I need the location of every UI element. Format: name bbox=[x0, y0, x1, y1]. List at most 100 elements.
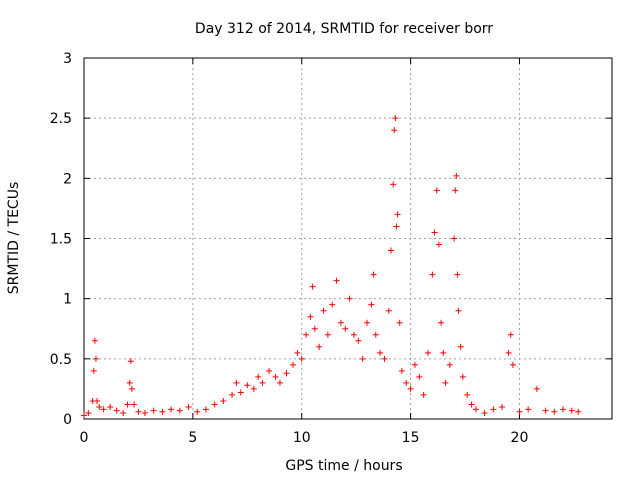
data-point bbox=[516, 408, 523, 415]
data-point bbox=[505, 349, 512, 356]
data-point bbox=[316, 343, 323, 350]
y-tick-label: 2.5 bbox=[50, 111, 72, 127]
data-point bbox=[350, 331, 357, 338]
data-point bbox=[85, 409, 92, 416]
data-point bbox=[346, 295, 353, 302]
data-point bbox=[451, 235, 458, 242]
data-point bbox=[311, 325, 318, 332]
data-point bbox=[472, 406, 479, 413]
data-point bbox=[568, 407, 575, 414]
x-tick-label: 5 bbox=[188, 430, 197, 446]
data-point bbox=[250, 385, 257, 392]
x-tick-label: 20 bbox=[511, 430, 529, 446]
data-point bbox=[359, 355, 366, 362]
data-point bbox=[92, 355, 99, 362]
y-axis: 0 0.5 1 1.5 2 2.5 3 bbox=[50, 51, 612, 428]
data-point bbox=[255, 373, 262, 380]
x-tick-label: 15 bbox=[402, 430, 420, 446]
data-point bbox=[307, 313, 314, 320]
data-point bbox=[442, 379, 449, 386]
data-point bbox=[411, 361, 418, 368]
data-point bbox=[185, 403, 192, 410]
data-point bbox=[385, 307, 392, 314]
data-point bbox=[407, 385, 414, 392]
data-point bbox=[355, 337, 362, 344]
data-point bbox=[431, 229, 438, 236]
data-point bbox=[294, 349, 301, 356]
x-axis-label: GPS time / hours bbox=[285, 458, 402, 474]
data-point bbox=[131, 401, 138, 408]
data-point bbox=[453, 172, 460, 179]
data-point bbox=[290, 361, 297, 368]
data-point bbox=[303, 331, 310, 338]
data-point bbox=[425, 349, 432, 356]
data-point bbox=[429, 271, 436, 278]
data-point bbox=[120, 409, 127, 416]
y-tick-label: 2 bbox=[63, 171, 72, 187]
data-point bbox=[283, 370, 290, 377]
data-point bbox=[446, 361, 453, 368]
x-tick-label: 10 bbox=[293, 430, 311, 446]
grid bbox=[84, 58, 612, 419]
data-point bbox=[159, 408, 166, 415]
data-point bbox=[388, 247, 395, 254]
data-point bbox=[398, 367, 405, 374]
data-point bbox=[259, 379, 266, 386]
data-point bbox=[96, 403, 103, 410]
data-point bbox=[393, 223, 400, 230]
data-point bbox=[211, 401, 218, 408]
data-point bbox=[433, 187, 440, 194]
data-point bbox=[391, 127, 398, 134]
data-point bbox=[377, 349, 384, 356]
data-point bbox=[333, 277, 340, 284]
data-point bbox=[81, 412, 87, 419]
data-point bbox=[124, 401, 131, 408]
chart-title: Day 312 of 2014, SRMTID for receiver bor… bbox=[195, 21, 493, 37]
data-point bbox=[127, 358, 134, 365]
data-point bbox=[309, 283, 316, 290]
data-point bbox=[329, 301, 336, 308]
data-point bbox=[126, 379, 133, 386]
data-point bbox=[457, 343, 464, 350]
data-point bbox=[440, 349, 447, 356]
data-point bbox=[468, 401, 475, 408]
data-point bbox=[194, 408, 201, 415]
y-tick-label: 0 bbox=[63, 412, 72, 428]
data-point bbox=[272, 373, 279, 380]
data-point bbox=[237, 389, 244, 396]
data-point bbox=[176, 407, 183, 414]
plot-frame bbox=[83, 57, 613, 420]
data-point bbox=[91, 337, 98, 344]
data-point bbox=[381, 355, 388, 362]
data-point bbox=[509, 361, 516, 368]
data-point bbox=[490, 406, 497, 413]
data-point bbox=[533, 385, 540, 392]
data-point bbox=[229, 391, 236, 398]
data-point bbox=[100, 406, 107, 413]
data-point bbox=[464, 391, 471, 398]
data-point bbox=[420, 391, 427, 398]
x-tick-label: 0 bbox=[80, 430, 89, 446]
data-point bbox=[244, 382, 251, 389]
data-point bbox=[452, 187, 459, 194]
y-tick-label: 1.5 bbox=[50, 232, 72, 248]
data-point bbox=[298, 355, 305, 362]
data-point bbox=[135, 408, 142, 415]
data-point bbox=[202, 406, 209, 413]
data-point bbox=[113, 407, 120, 414]
data-point bbox=[525, 406, 532, 413]
data-point bbox=[390, 181, 397, 188]
data-point bbox=[454, 271, 461, 278]
data-point bbox=[551, 408, 558, 415]
data-point bbox=[94, 397, 101, 404]
data-point bbox=[90, 367, 97, 374]
data-point bbox=[337, 319, 344, 326]
data-point bbox=[575, 408, 582, 415]
data-point bbox=[372, 331, 379, 338]
data-point bbox=[403, 379, 410, 386]
data-point bbox=[276, 379, 283, 386]
data-points bbox=[81, 115, 582, 419]
y-tick-label: 3 bbox=[63, 51, 72, 67]
data-point bbox=[233, 379, 240, 386]
